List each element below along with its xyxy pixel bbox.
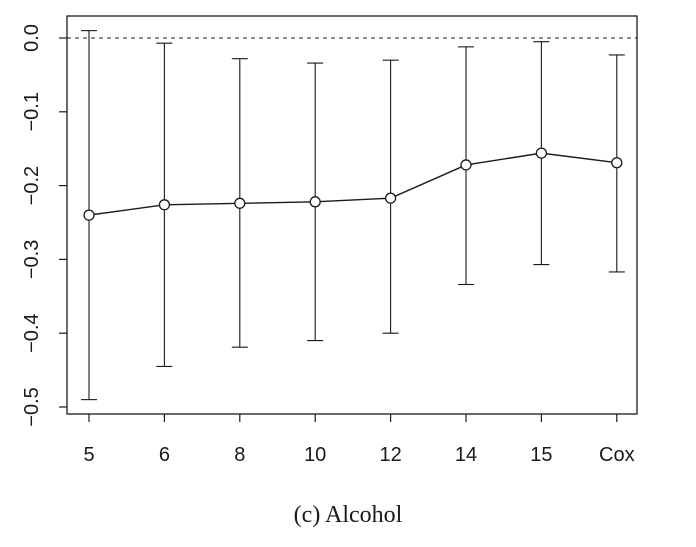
x-tick-label: 8 (234, 444, 245, 466)
chart: 0.0 −0.1 −0.2 −0.3 −0.4 −0.5 5 6 8 10 12 14 15 Cox (21, 15, 638, 466)
data-point (460, 159, 472, 171)
error-bars (81, 30, 625, 401)
data-point (309, 196, 321, 208)
data-point (535, 147, 548, 159)
y-tick-label: −0.4 (21, 313, 43, 352)
series-line (88, 152, 617, 216)
data-point (234, 197, 246, 209)
data-point (611, 157, 623, 169)
y-tick-label: −0.1 (21, 92, 43, 131)
x-tick-label: 5 (83, 444, 94, 466)
data-point (83, 209, 95, 221)
data-point (384, 192, 397, 204)
x-tick-label: 10 (304, 444, 326, 466)
x-tick-label: 6 (159, 444, 170, 466)
y-tick-label: −0.5 (21, 387, 43, 426)
figure-caption: (c) Alcohol (293, 502, 403, 528)
y-tick-label: −0.3 (21, 240, 43, 279)
x-axis: 5 6 8 10 12 14 15 Cox (83, 414, 635, 466)
plot-frame (66, 15, 638, 415)
y-tick-label: −0.2 (21, 166, 43, 205)
data-point (158, 199, 171, 211)
x-tick-label: 15 (530, 444, 552, 466)
y-axis: 0.0 −0.1 −0.2 −0.3 −0.4 −0.5 (21, 24, 67, 427)
x-tick-label: Cox (599, 444, 635, 466)
data-points (83, 147, 623, 221)
x-tick-label: 14 (455, 444, 477, 466)
y-tick-label: 0.0 (21, 24, 43, 52)
x-tick-label: 12 (379, 444, 401, 466)
